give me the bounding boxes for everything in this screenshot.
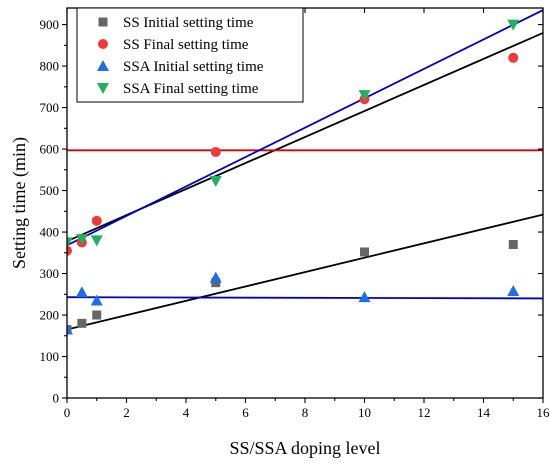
y-axis-title: Setting time (min) <box>9 137 30 269</box>
series-4-point <box>75 234 88 246</box>
x-tick-label: 0 <box>64 405 71 420</box>
y-tick-label: 100 <box>40 349 60 364</box>
series-3-point <box>67 323 73 335</box>
legend: SS Initial setting time SS Final setting … <box>76 7 304 103</box>
series-4-point <box>67 237 73 249</box>
series-4-point <box>358 90 371 102</box>
y-tick-label: 0 <box>53 391 60 406</box>
legend-label-1: SS Initial setting time <box>123 15 254 31</box>
series-2-point <box>508 52 519 63</box>
legend-label-3: SSA Initial setting time <box>123 59 264 75</box>
series-3-point <box>75 286 88 298</box>
fit-lines <box>67 9 543 331</box>
fit-line-3 <box>67 296 543 300</box>
legend-marker-3 <box>97 60 109 71</box>
x-axis-title: SS/SSA doping level <box>229 438 380 458</box>
x-tick-label: 6 <box>242 405 249 420</box>
axes: 0 2 4 6 8 10 12 14 16 0 100 200 300 400 500 600 700 800 90… <box>40 7 550 420</box>
series-2-point <box>67 245 72 256</box>
series-1-point <box>77 318 87 328</box>
legend-label-2: SS Final setting time <box>123 37 249 53</box>
y-tick-label: 300 <box>40 266 60 281</box>
y-tick-label: 700 <box>40 100 60 115</box>
legend-marker-1 <box>98 17 108 27</box>
x-tick-label: 2 <box>123 405 130 420</box>
series-4-point <box>209 176 222 188</box>
y-tick-label: 500 <box>40 183 60 198</box>
x-tick-label: 4 <box>183 405 190 420</box>
data-markers <box>67 19 520 335</box>
x-tick-label: 12 <box>418 405 431 420</box>
series-3-point <box>209 271 222 283</box>
x-tick-label: 10 <box>358 405 371 420</box>
series-1-point <box>92 310 102 320</box>
series-3-point <box>358 291 371 303</box>
legend-marker-4 <box>97 83 109 94</box>
series-4-point <box>507 19 520 31</box>
x-tick-label: 16 <box>537 405 550 420</box>
x-tick-label: 14 <box>477 405 491 420</box>
series-1-point <box>360 247 369 257</box>
y-tick-label: 900 <box>40 17 60 32</box>
legend-label-4: SSA Final setting time <box>123 81 259 97</box>
y-tick-label: 200 <box>40 308 60 323</box>
y-tick-label: 800 <box>40 59 60 74</box>
series-3-point <box>507 284 520 296</box>
series-2-point <box>91 215 102 226</box>
y-tick-label: 400 <box>40 225 60 240</box>
y-tick-label: 600 <box>40 142 60 157</box>
fit-line-5 <box>67 9 543 247</box>
series-4-point <box>90 235 103 247</box>
legend-marker-2 <box>98 39 108 49</box>
fit-line-1 <box>67 213 543 331</box>
series-2-point <box>210 146 221 157</box>
series-1-point <box>508 239 518 249</box>
legend-box <box>76 7 304 103</box>
series-3-point <box>90 294 103 306</box>
x-tick-label: 8 <box>302 405 309 420</box>
